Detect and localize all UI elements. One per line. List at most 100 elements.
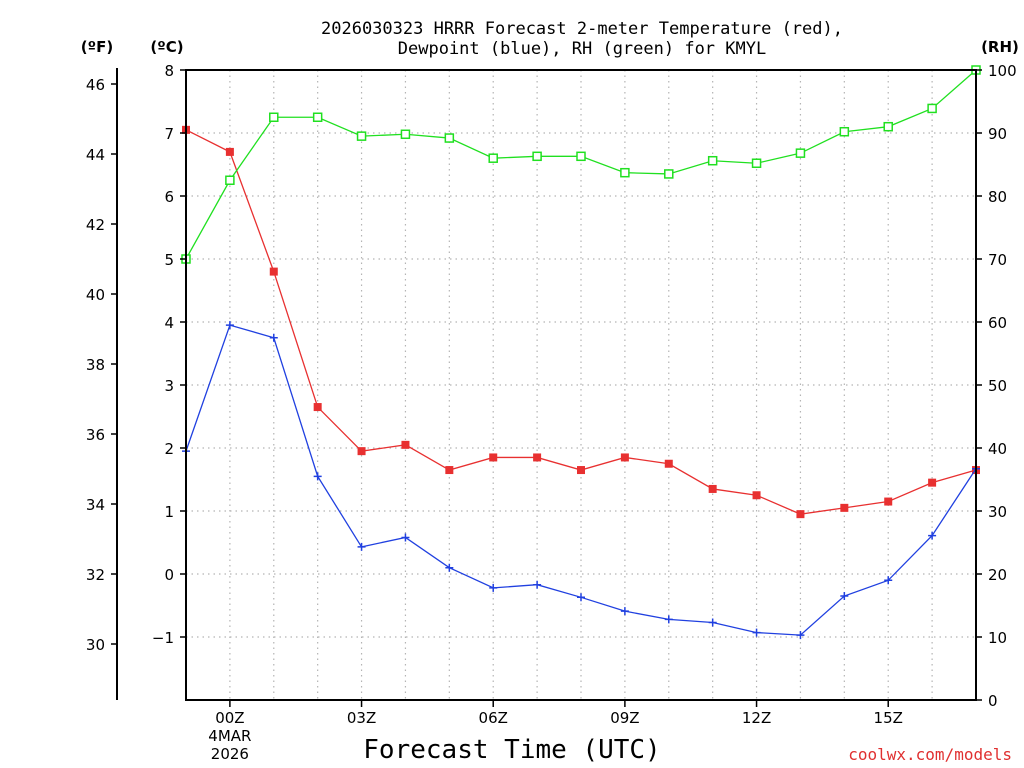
fahrenheit-tick-label: 32: [86, 566, 105, 584]
rh-point: [620, 167, 630, 178]
rh-tick-label: 50: [988, 377, 1007, 395]
dewpoint-point: [533, 580, 542, 589]
celsius-tick-label: 2: [164, 440, 174, 458]
dewpoint-point: [225, 321, 234, 330]
2-meter-temperature-point: [752, 491, 761, 500]
series-layer: [181, 65, 981, 640]
fahrenheit-tick-label: 38: [86, 356, 105, 374]
dewpoint-point: [884, 576, 893, 585]
celsius-tick-label: −1: [152, 629, 174, 647]
fahrenheit-tick-label: 44: [86, 146, 105, 164]
chart-title-line2: Dewpoint (blue), RH (green) for KMYL: [398, 39, 766, 59]
x-tick-date-label: 4MAR: [208, 727, 251, 745]
2-meter-temperature-point: [225, 147, 234, 156]
2-meter-temperature-point: [708, 484, 717, 493]
rh-point: [839, 126, 850, 137]
rh-tick-label: 10: [988, 629, 1007, 647]
2-meter-temperature-point: [445, 466, 454, 475]
rh-point: [312, 112, 323, 122]
celsius-tick-label: 0: [164, 566, 174, 584]
rh-point: [751, 158, 762, 168]
rh-point: [795, 148, 806, 158]
dewpoint-point: [708, 618, 717, 627]
dewpoint-point: [357, 542, 366, 551]
rh-point: [356, 131, 367, 141]
2-meter-temperature-point: [884, 497, 893, 506]
rh-point: [883, 121, 893, 132]
fahrenheit-unit-label: (ºF): [81, 38, 113, 56]
2-meter-temperature-point: [533, 453, 542, 462]
dewpoint-point: [840, 592, 849, 601]
2-meter-temperature-point: [269, 267, 278, 276]
dewpoint-point: [577, 593, 585, 602]
celsius-tick-label: 1: [164, 503, 174, 521]
fahrenheit-tick-label: 42: [86, 216, 105, 234]
dewpoint-line: [185, 324, 977, 636]
celsius-tick-label: 4: [164, 314, 174, 332]
rh-tick-label: 40: [988, 440, 1007, 458]
fahrenheit-tick-label: 36: [86, 426, 105, 444]
fahrenheit-tick-label: 46: [86, 76, 105, 94]
rh-point: [400, 129, 411, 140]
fahrenheit-tick-label: 30: [86, 636, 105, 654]
grid-lines: [186, 69, 976, 700]
rh-tick-label: 90: [988, 125, 1007, 143]
dewpoint-point: [313, 472, 322, 481]
rh-unit-label: (RH): [981, 38, 1019, 56]
celsius-tick-label: 5: [164, 251, 174, 269]
dewpoint-point: [269, 333, 278, 342]
rh-tick-label: 100: [988, 62, 1017, 80]
celsius-tick-label: 3: [164, 377, 174, 395]
dewpoint-point: [796, 631, 805, 640]
x-axis-title: Forecast Time (UTC): [363, 735, 660, 765]
rh-tick-label: 70: [988, 251, 1007, 269]
fahrenheit-tick-label: 40: [86, 286, 105, 304]
rh-tick-label: 0: [988, 692, 998, 710]
x-tick-label: 00Z: [215, 709, 244, 727]
x-tick-label: 03Z: [347, 709, 376, 727]
celsius-tick-label: 6: [164, 188, 174, 206]
text-layer: 2026030323 HRRR Forecast 2-meter Tempera…: [81, 19, 1019, 765]
celsius-tick-label: 7: [164, 125, 174, 143]
2-meter-temperature-point: [357, 447, 366, 456]
x-tick-label: 12Z: [742, 709, 771, 727]
dewpoint-point: [928, 531, 937, 540]
celsius-tick-label: 8: [164, 62, 174, 80]
rh-point: [225, 175, 235, 185]
rh-point: [576, 151, 586, 162]
x-tick-label: 06Z: [479, 709, 508, 727]
2-meter-temperature-point: [577, 466, 585, 475]
2-meter-temperature-point: [840, 503, 849, 512]
2-meter-temperature-point: [796, 510, 805, 519]
credit-text: coolwx.com/models: [848, 745, 1012, 764]
x-tick-year-label: 2026: [211, 745, 249, 763]
dewpoint-point: [489, 583, 498, 592]
dewpoint-point: [401, 533, 410, 542]
dewpoint-point: [620, 607, 629, 616]
dewpoint-point: [664, 615, 673, 624]
dewpoint-point: [752, 628, 761, 637]
2-meter-temperature-point: [664, 459, 673, 468]
rh-tick-label: 20: [988, 566, 1007, 584]
x-tick-label: 15Z: [874, 709, 903, 727]
rh-tick-label: 80: [988, 188, 1007, 206]
chart-title-line1: 2026030323 HRRR Forecast 2-meter Tempera…: [321, 19, 843, 39]
rh-tick-label: 60: [988, 314, 1007, 332]
rh-point: [927, 103, 937, 114]
dewpoint-point: [445, 563, 454, 572]
rh-point: [488, 153, 498, 163]
axes-layer: −101234567830323436384042444601020304050…: [86, 62, 1017, 763]
rh-point: [269, 112, 279, 122]
2-meter-temperature-point: [401, 440, 410, 449]
rh-point: [444, 133, 455, 143]
2-meter-temperature-point: [313, 403, 322, 412]
rh-point: [664, 169, 674, 179]
rh-point: [707, 155, 718, 166]
2-meter-temperature-point: [620, 453, 629, 462]
x-tick-label: 09Z: [610, 709, 639, 727]
rh-point: [532, 151, 542, 162]
2-meter-temperature-point: [928, 478, 937, 487]
2-meter-temperature-point: [489, 453, 498, 462]
